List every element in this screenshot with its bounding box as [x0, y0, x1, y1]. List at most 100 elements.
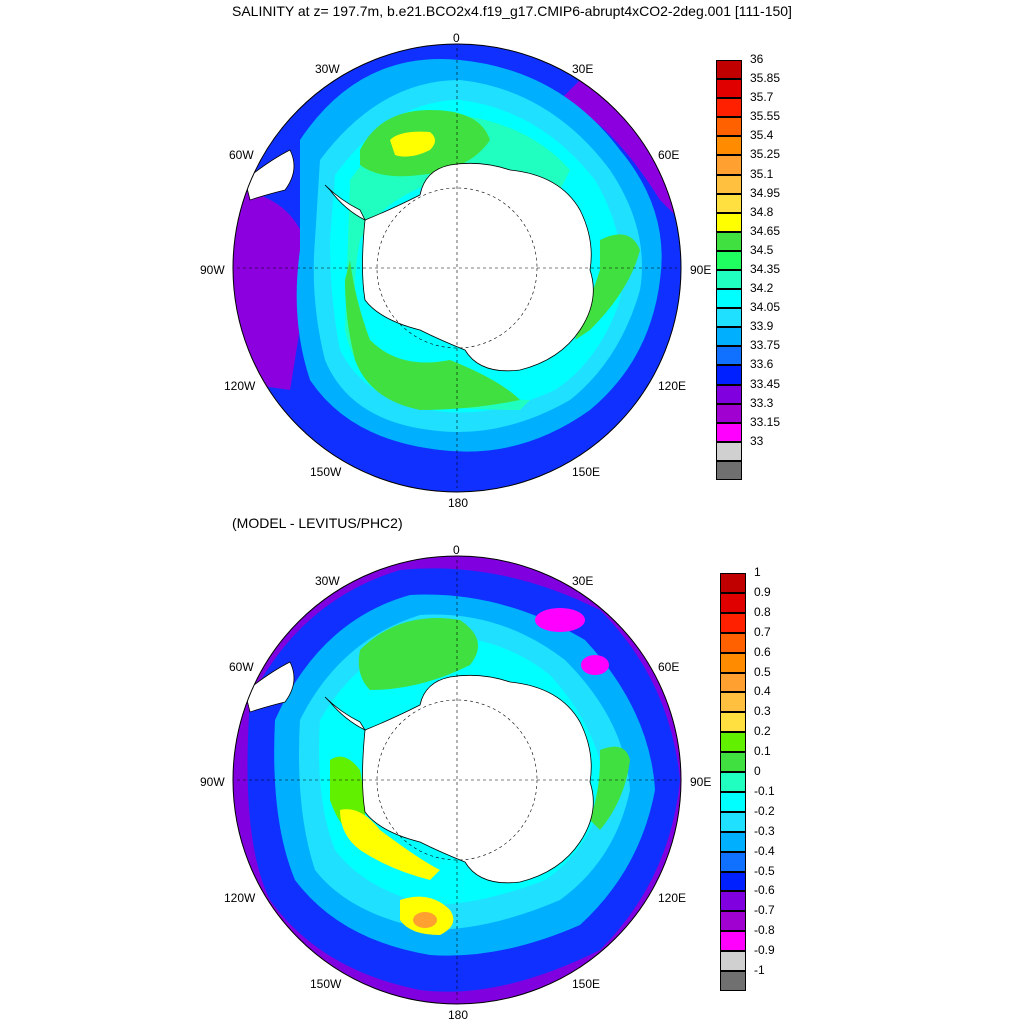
colorbar-tick-label: 0	[754, 764, 761, 779]
colorbar-box	[720, 692, 746, 713]
lon-label-150e: 150E	[572, 977, 601, 991]
colorbar-box	[716, 117, 742, 137]
lon-label-120w: 120W	[224, 379, 256, 393]
colorbar-tick-label: -0.2	[754, 803, 775, 818]
colorbar-tick-label: 34.2	[750, 281, 774, 296]
colorbar-tick-label: 0.6	[754, 644, 771, 659]
lon-label-180: 180	[448, 496, 469, 510]
colorbar-box	[720, 951, 746, 972]
colorbar-box	[720, 752, 746, 773]
colorbar-box	[716, 155, 742, 175]
panel2-title: (MODEL - LEVITUS/PHC2)	[232, 515, 403, 531]
colorbar-box	[720, 871, 746, 892]
lon-label-60w: 60W	[229, 660, 254, 674]
colorbar-box	[716, 98, 742, 118]
colorbar-box	[716, 346, 742, 366]
lon-label-30e: 30E	[572, 62, 594, 76]
colorbar-tick-label: 35.25	[750, 147, 781, 162]
colorbar-tick-label: -0.9	[754, 943, 775, 958]
colorbar-box	[716, 384, 742, 404]
colorbar-tick-label: 34.8	[750, 204, 774, 219]
colorbar-tick-label: 33.9	[750, 319, 774, 334]
colorbar-tick-label: -0.1	[754, 783, 775, 798]
colorbar-box	[716, 365, 742, 385]
colorbar-box	[720, 772, 746, 792]
colorbar-tick-label: 33.75	[750, 338, 781, 353]
colorbar-tick-label: 34.5	[750, 242, 774, 257]
colorbar-box	[720, 672, 746, 693]
colorbar-tick-label: -1	[754, 963, 765, 978]
colorbar-box	[716, 308, 742, 328]
colorbar-tick-label: 34.35	[750, 262, 781, 276]
lon-label-90w: 90W	[200, 775, 225, 789]
colorbar-box	[720, 612, 746, 633]
colorbar-box	[716, 327, 742, 347]
colorbar-difference: 1 0.9 0.8 0.7 0.6 0.5 0.4 0.3 0.2 0.1 0 -0.1 -0.2 -0.…	[720, 565, 800, 991]
lon-label-150w: 150W	[310, 465, 342, 479]
colorbar-tick-label: 35.85	[750, 71, 781, 86]
lon-label-150w: 150W	[310, 977, 342, 991]
colorbar-box	[720, 791, 746, 812]
colorbar-box	[716, 136, 742, 156]
colorbar-tick-label: 0.2	[754, 724, 771, 739]
colorbar-tick-label: -0.3	[754, 823, 775, 838]
lon-label-90w: 90W	[200, 263, 225, 277]
lon-label-30e: 30E	[572, 574, 594, 588]
colorbar-box	[716, 250, 742, 270]
colorbar-tick-label: -0.4	[754, 843, 775, 858]
colorbar-tick-label: -0.5	[754, 863, 775, 878]
colorbar-box	[720, 811, 746, 832]
lon-label-150e: 150E	[572, 465, 601, 479]
colorbar-box	[716, 174, 742, 194]
colorbar-box	[716, 60, 742, 80]
colorbar-tick-label: 33.3	[750, 395, 774, 410]
colorbar-tick-label: -0.8	[754, 923, 775, 938]
lon-label-60w: 60W	[229, 148, 254, 162]
colorbar-box	[716, 193, 742, 213]
lon-label-30w: 30W	[315, 574, 340, 588]
colorbar-box	[720, 851, 746, 872]
colorbar-box	[720, 732, 746, 753]
colorbar-box	[720, 573, 746, 593]
colorbar-tick-label: 34.65	[750, 223, 781, 238]
colorbar-box	[716, 403, 742, 423]
colorbar-box	[716, 270, 742, 290]
lon-label-0: 0	[453, 543, 460, 557]
colorbar-tick-label: 0.4	[754, 684, 771, 699]
lon-label-120e: 120E	[658, 379, 687, 393]
colorbar-tick-label: 33.6	[750, 357, 774, 372]
lon-label-90e: 90E	[690, 775, 712, 789]
colorbar-tick-label: 35.4	[750, 128, 774, 143]
panel1-title: SALINITY at z= 197.7m, b.e21.BCO2x4.f19_…	[232, 3, 792, 19]
colorbar-tick-label: 33	[750, 433, 764, 448]
colorbar-box	[720, 891, 746, 912]
colorbar-box	[716, 212, 742, 232]
colorbar-box	[720, 712, 746, 733]
colorbar-tick-label: 35.7	[750, 90, 774, 105]
colorbar-box	[720, 632, 746, 653]
lon-label-60e: 60E	[658, 148, 680, 162]
colorbar-box	[720, 971, 746, 991]
colorbar-box	[716, 231, 742, 251]
colorbar-box	[716, 422, 742, 442]
lon-label-30w: 30W	[315, 62, 340, 76]
colorbar-tick-label: 33.45	[750, 376, 781, 391]
colorbar-tick-label: 34.95	[750, 185, 781, 200]
colorbar-tick-label: 1	[754, 565, 761, 579]
colorbar-box	[720, 931, 746, 952]
colorbar-tick-label: 0.7	[754, 624, 771, 639]
colorbar-tick-label: 0.1	[754, 744, 771, 759]
colorbar-tick-label: 36	[750, 52, 764, 66]
colorbar-tick-label: 34.05	[750, 300, 781, 315]
lon-label-90e: 90E	[690, 263, 712, 277]
colorbar-tick-label: 0.5	[754, 664, 771, 679]
colorbar-tick-label: -0.6	[754, 883, 775, 898]
colorbar-tick-label: 33.15	[750, 414, 781, 429]
colorbar-tick-label: 0.3	[754, 704, 771, 719]
colorbar-salinity: 36 35.85 35.7 35.55 35.4 35.25 35.1 34.95 34.8 34…	[716, 52, 796, 480]
colorbar-box	[716, 79, 742, 99]
colorbar-tick-label: -0.7	[754, 903, 775, 918]
colorbar-box	[720, 652, 746, 673]
colorbar-tick-label: 0.9	[754, 584, 771, 599]
